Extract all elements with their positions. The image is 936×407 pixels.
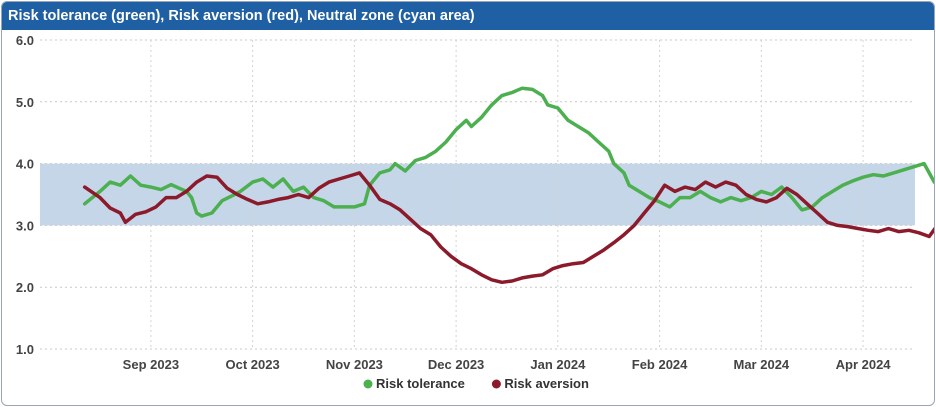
x-tick-label: Apr 2024 <box>836 357 892 372</box>
risk-tolerance-legend-marker <box>363 379 373 389</box>
x-tick-label: Nov 2023 <box>326 357 383 372</box>
risk-aversion-legend-label: Risk aversion <box>504 376 589 391</box>
y-tick-label: 2.0 <box>16 280 34 295</box>
x-tick-label: Oct 2023 <box>226 357 280 372</box>
x-tick-label: Sep 2023 <box>123 357 179 372</box>
chart-title: Risk tolerance (green), Risk aversion (r… <box>2 2 934 30</box>
neutral-zone-band <box>40 163 915 226</box>
y-tick-label: 4.0 <box>16 157 34 172</box>
risk-aversion-legend-marker <box>491 379 501 389</box>
y-tick-label: 5.0 <box>16 95 34 110</box>
x-tick-label: Feb 2024 <box>632 357 688 372</box>
x-tick-label: Mar 2024 <box>734 357 790 372</box>
y-tick-label: 6.0 <box>16 33 34 48</box>
x-tick-label: Dec 2023 <box>428 357 484 372</box>
risk-aversion-line <box>82 171 934 285</box>
y-tick-label: 3.0 <box>16 218 34 233</box>
risk-tolerance-legend-label: Risk tolerance <box>376 376 465 391</box>
x-tick-label: Jan 2024 <box>530 357 586 372</box>
y-tick-label: 1.0 <box>16 342 34 357</box>
